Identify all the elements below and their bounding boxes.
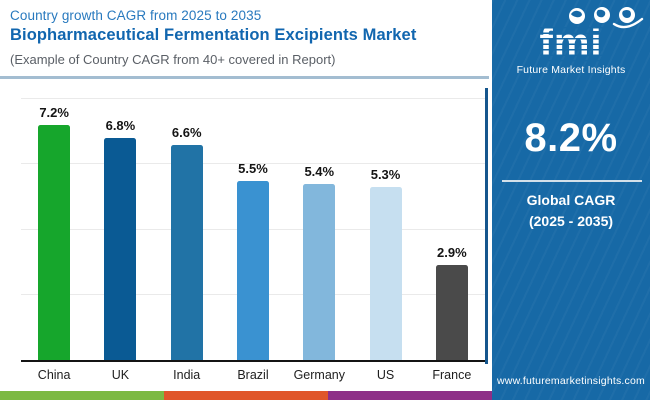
gridline (21, 163, 485, 164)
header: Country growth CAGR from 2025 to 2035 Bi… (10, 8, 480, 67)
bar-Brazil (236, 181, 269, 360)
logo-tagline: Future Market Insights (516, 64, 626, 76)
category-label: China (37, 368, 71, 382)
category-label: France (432, 368, 472, 382)
bar-value-label: 5.4% (304, 164, 335, 179)
chart-subtitle: (Example of Country CAGR from 40+ covere… (10, 52, 336, 67)
global-cagr-label: Global CAGR (526, 192, 616, 208)
plot-area: 7.2% 6.8% 6.6% 5.5% 5.4% 5.3% 2.9% (21, 88, 485, 362)
stripe-segment (328, 391, 492, 400)
bar-slot: 7.2% (21, 88, 87, 360)
fmi-logo: fmi Future Market Insights (492, 6, 650, 76)
bar-slot: 2.9% (419, 88, 485, 360)
bar-slot: 5.3% (352, 88, 418, 360)
category-label: US (376, 368, 395, 382)
bar-value-label: 5.5% (238, 161, 268, 176)
global-cagr-value: 8.2% (524, 116, 618, 160)
category-label: UK (111, 368, 130, 382)
plot-right-border (485, 88, 488, 364)
bar-slot: 6.8% (87, 88, 153, 360)
bar-India (170, 145, 203, 360)
stripe-segment (0, 391, 164, 400)
category-label: Germany (293, 368, 345, 382)
bar-slot: 5.4% (286, 88, 352, 360)
category-label: India (173, 368, 201, 382)
fmi-logo-text-wrap: fmi (539, 23, 603, 63)
bar-value-label: 6.6% (171, 125, 202, 140)
page-title: Biopharmaceutical Fermentation Excipient… (10, 26, 417, 44)
footer-stripe (0, 391, 492, 400)
fmi-logo-stripes (539, 23, 603, 63)
stripe-segment (164, 391, 328, 400)
header-divider (0, 76, 489, 79)
bar-UK (104, 138, 137, 360)
sidebar: fmi Future Market Insights 8.2% Global C… (492, 0, 650, 400)
bar-value-label: 5.3% (370, 167, 401, 182)
stat-divider (502, 180, 642, 182)
gridline (21, 98, 485, 99)
bar-slot: 5.5% (220, 88, 286, 360)
category-label: Brazil (237, 368, 269, 382)
bar-slot: 6.6% (154, 88, 220, 360)
bar-value-label: 7.2% (39, 105, 69, 120)
bar-France (435, 265, 468, 360)
chart-eyebrow: Country growth CAGR from 2025 to 2035 (10, 8, 262, 23)
website-link[interactable]: www.futuremarketinsights.com (497, 375, 645, 387)
bar-Germany (303, 184, 336, 360)
category-axis: China UK India Brazil Germany US France (21, 368, 485, 382)
bar-US (369, 187, 402, 360)
bar-value-label: 6.8% (105, 118, 136, 133)
bar-China (38, 125, 71, 360)
global-cagr-period: (2025 - 2035) (528, 213, 614, 229)
bar-value-label: 2.9% (437, 245, 467, 260)
globe-icons (569, 7, 644, 29)
bars-row: 7.2% 6.8% 6.6% 5.5% 5.4% 5.3% 2.9% (21, 88, 485, 360)
